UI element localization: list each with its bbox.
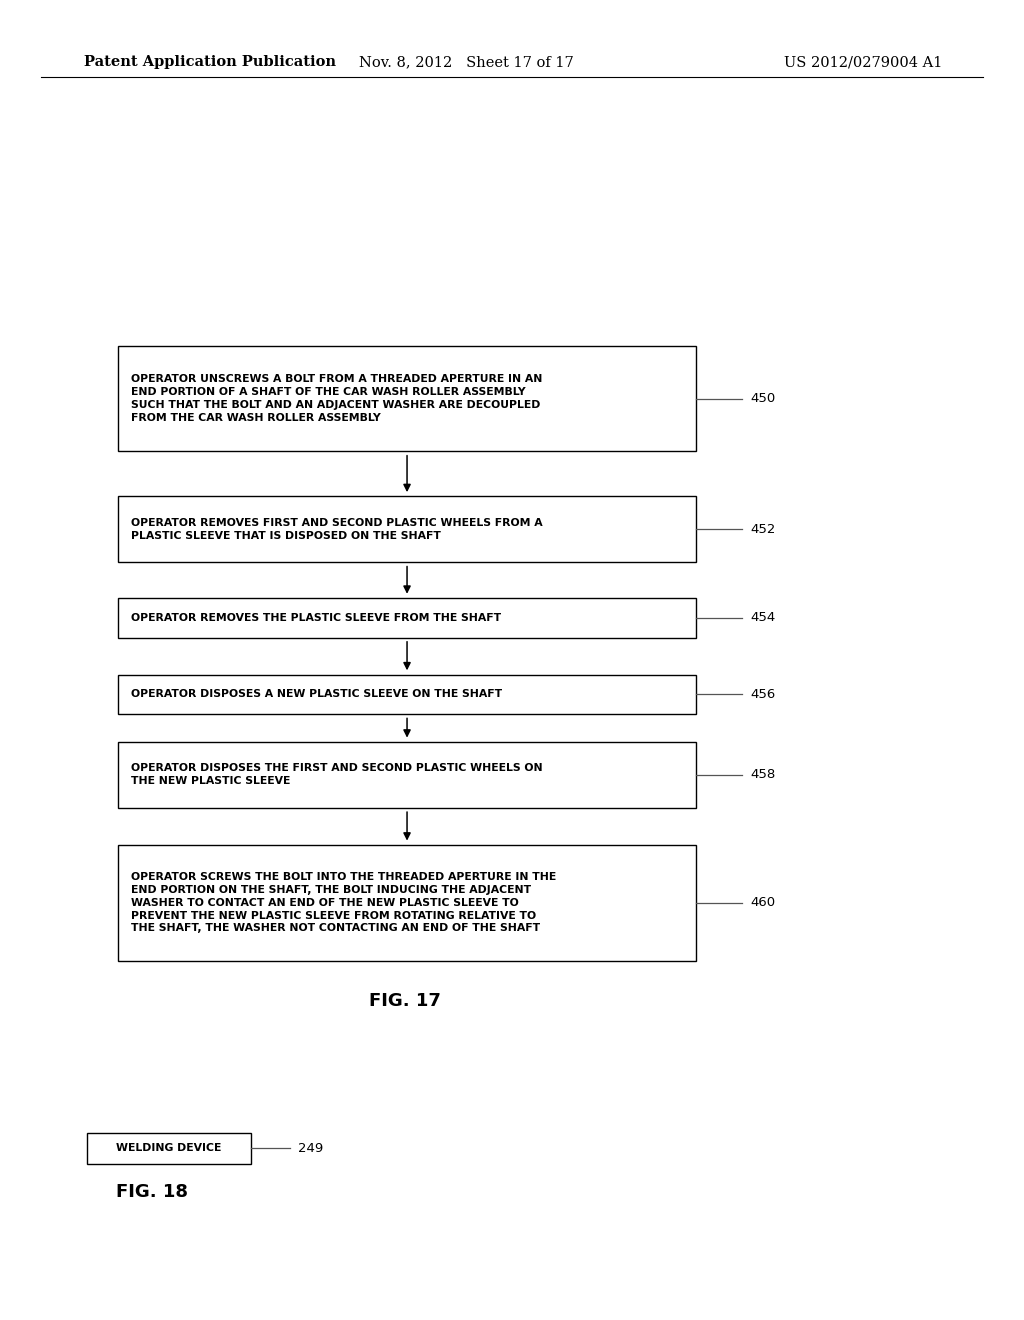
Text: OPERATOR REMOVES FIRST AND SECOND PLASTIC WHEELS FROM A
PLASTIC SLEEVE THAT IS D: OPERATOR REMOVES FIRST AND SECOND PLASTI… [131, 517, 543, 541]
Text: OPERATOR DISPOSES A NEW PLASTIC SLEEVE ON THE SHAFT: OPERATOR DISPOSES A NEW PLASTIC SLEEVE O… [131, 689, 502, 700]
Bar [118, 845, 696, 961]
Text: 452: 452 [751, 523, 776, 536]
Text: OPERATOR DISPOSES THE FIRST AND SECOND PLASTIC WHEELS ON
THE NEW PLASTIC SLEEVE: OPERATOR DISPOSES THE FIRST AND SECOND P… [131, 763, 543, 787]
Bar [118, 496, 696, 562]
Text: Nov. 8, 2012   Sheet 17 of 17: Nov. 8, 2012 Sheet 17 of 17 [358, 55, 573, 69]
Text: WELDING DEVICE: WELDING DEVICE [117, 1143, 221, 1154]
Text: US 2012/0279004 A1: US 2012/0279004 A1 [783, 55, 942, 69]
Text: 460: 460 [751, 896, 776, 909]
Bar [118, 598, 696, 638]
Bar [118, 742, 696, 808]
Text: FIG. 18: FIG. 18 [116, 1183, 187, 1201]
Text: 249: 249 [298, 1142, 324, 1155]
Text: OPERATOR SCREWS THE BOLT INTO THE THREADED APERTURE IN THE
END PORTION ON THE SH: OPERATOR SCREWS THE BOLT INTO THE THREAD… [131, 873, 556, 933]
Text: OPERATOR REMOVES THE PLASTIC SLEEVE FROM THE SHAFT: OPERATOR REMOVES THE PLASTIC SLEEVE FROM… [131, 612, 501, 623]
Bar [118, 675, 696, 714]
Text: 450: 450 [751, 392, 776, 405]
Bar [87, 1133, 251, 1164]
Text: 458: 458 [751, 768, 776, 781]
Bar [118, 346, 696, 451]
Text: 456: 456 [751, 688, 776, 701]
Text: 454: 454 [751, 611, 776, 624]
Text: Patent Application Publication: Patent Application Publication [84, 55, 336, 69]
Text: OPERATOR UNSCREWS A BOLT FROM A THREADED APERTURE IN AN
END PORTION OF A SHAFT O: OPERATOR UNSCREWS A BOLT FROM A THREADED… [131, 375, 543, 422]
Text: FIG. 17: FIG. 17 [369, 991, 440, 1010]
